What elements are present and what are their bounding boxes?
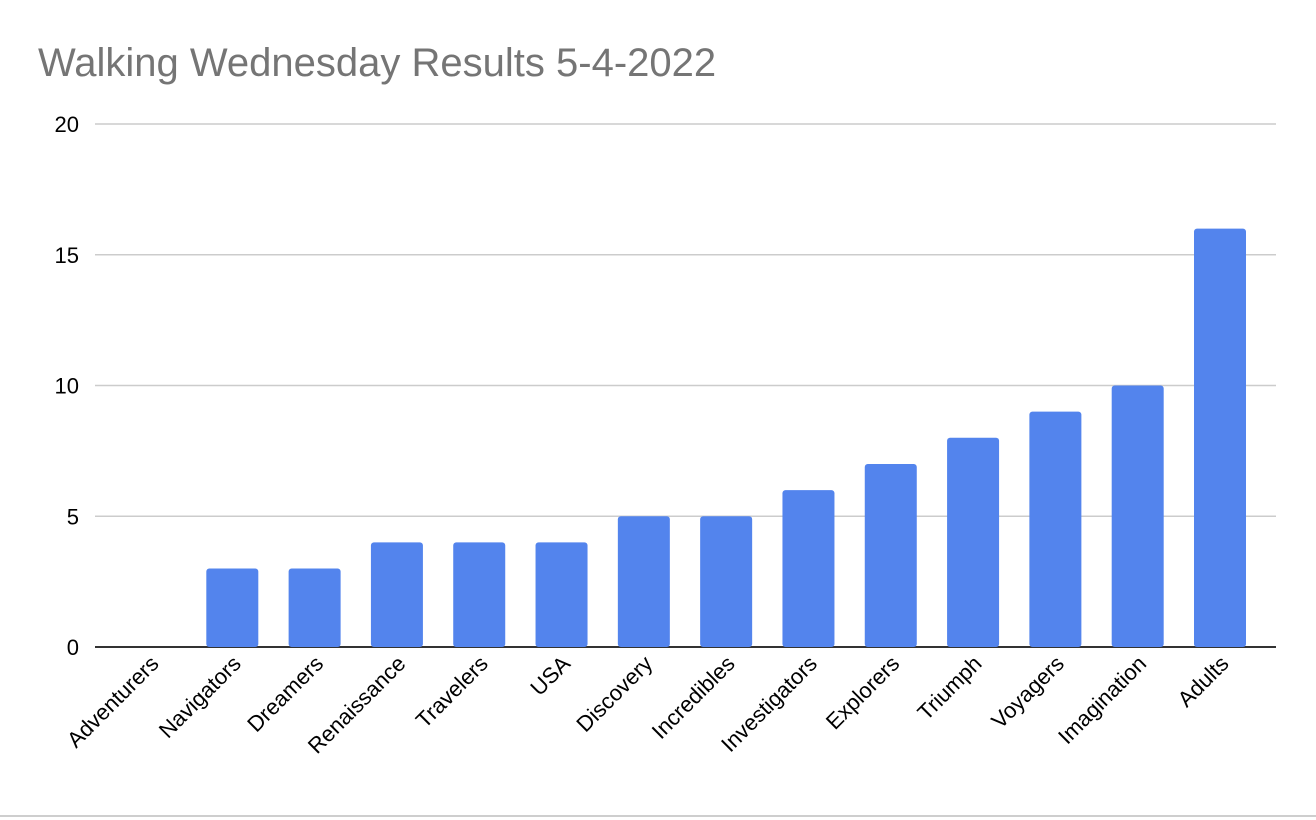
x-category-label: Adults bbox=[1173, 651, 1234, 712]
bar-usa bbox=[535, 542, 588, 647]
gridlines bbox=[95, 123, 1276, 648]
bar-imagination bbox=[1111, 385, 1164, 647]
y-tick-label: 10 bbox=[55, 374, 79, 399]
x-category-label: Adventurers bbox=[62, 651, 164, 753]
x-category-label: Navigators bbox=[154, 651, 246, 743]
bar-explorers bbox=[864, 463, 917, 647]
x-category-label: USA bbox=[525, 651, 575, 701]
x-axis-labels: AdventurersNavigatorsDreamersRenaissance… bbox=[62, 651, 1234, 759]
bar-renaissance bbox=[370, 542, 423, 647]
chart-title: Walking Wednesday Results 5-4-2022 bbox=[38, 41, 716, 85]
x-category-label: Triumph bbox=[912, 651, 986, 725]
x-category-label: Imagination bbox=[1053, 651, 1151, 749]
bar-travelers bbox=[453, 542, 506, 647]
bar-voyagers bbox=[1029, 411, 1082, 647]
y-tick-label: 0 bbox=[67, 635, 79, 660]
y-axis-ticks: 0 5 10 15 20 bbox=[55, 112, 79, 660]
x-category-label: Explorers bbox=[821, 651, 904, 734]
bar-dreamers bbox=[288, 568, 341, 647]
y-tick-label: 20 bbox=[55, 112, 79, 137]
x-category-label: Voyagers bbox=[986, 651, 1069, 734]
bars bbox=[206, 228, 1246, 647]
x-category-label: Dreamers bbox=[242, 651, 328, 737]
x-category-label: Travelers bbox=[411, 651, 493, 733]
bar-navigators bbox=[206, 568, 259, 647]
x-category-label: Discovery bbox=[571, 651, 657, 737]
bar-triumph bbox=[947, 437, 1000, 647]
bar-discovery bbox=[617, 516, 670, 647]
bar-investigators bbox=[782, 490, 835, 647]
y-tick-label: 5 bbox=[67, 504, 79, 529]
bar-incredibles bbox=[700, 516, 753, 647]
y-tick-label: 15 bbox=[55, 243, 79, 268]
bar-adults bbox=[1194, 228, 1246, 647]
